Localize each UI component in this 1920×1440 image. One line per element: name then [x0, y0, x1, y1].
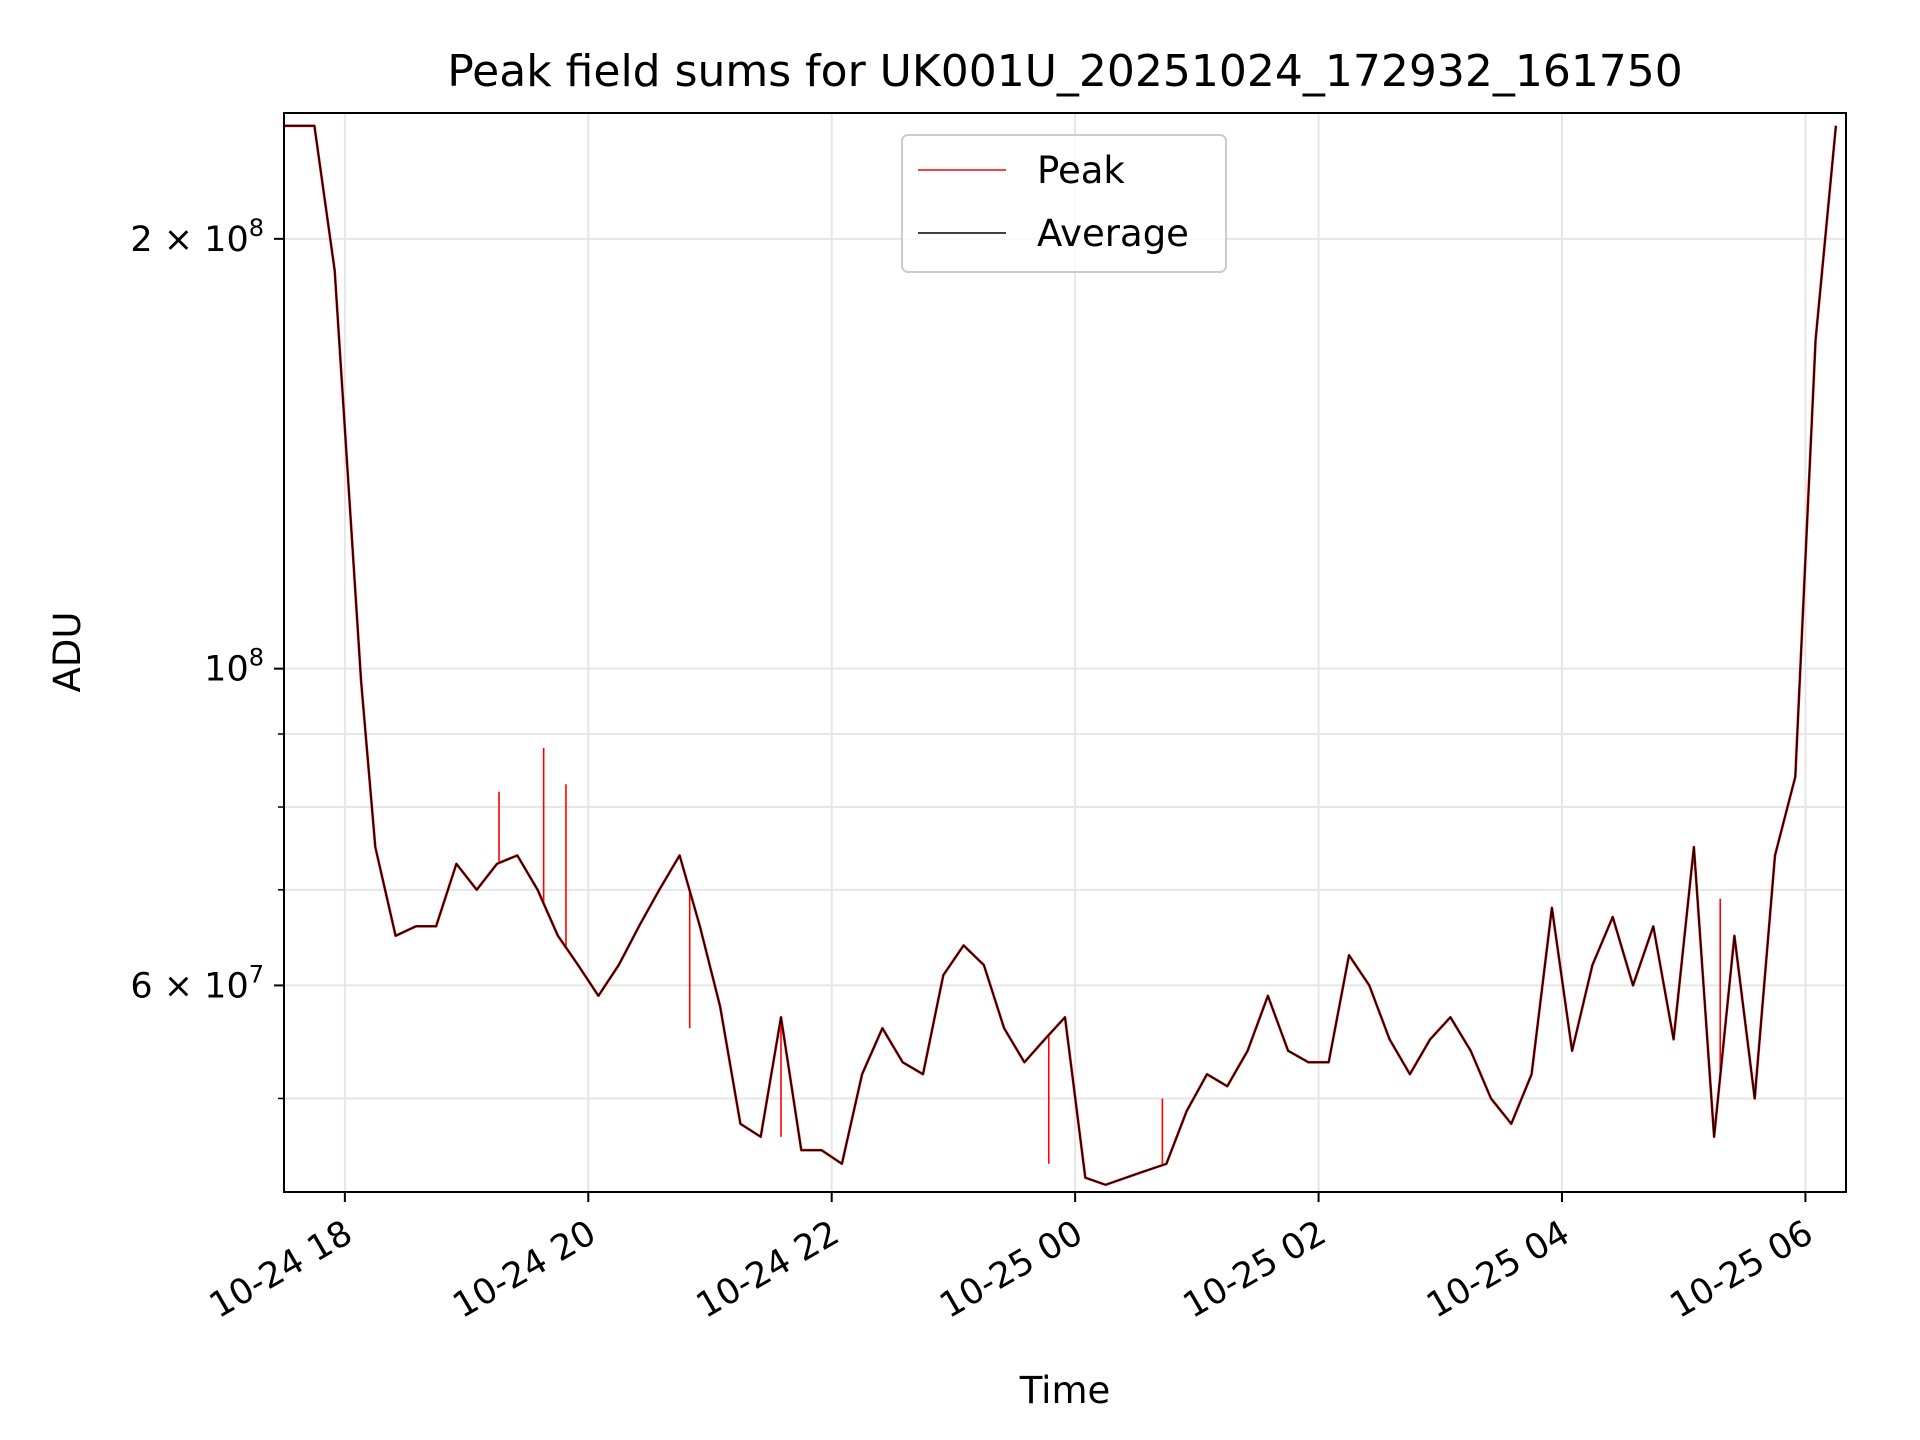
x-tick-label: 10-25 06 — [1664, 1213, 1820, 1326]
legend-label-peak: Peak — [1037, 149, 1125, 192]
x-axis-label: Time — [1019, 1369, 1111, 1412]
y-tick-label: 108 — [204, 644, 264, 690]
y-tick-label: 2 × 108 — [130, 214, 264, 260]
legend: Peak Average — [901, 134, 1227, 273]
series-peak-line — [284, 124, 1838, 1187]
legend-label-average: Average — [1037, 212, 1189, 255]
x-tick-label: 10-25 02 — [1177, 1213, 1333, 1326]
x-tick-label: 10-24 20 — [446, 1213, 602, 1326]
x-tick-label: 10-25 04 — [1420, 1213, 1576, 1326]
x-tick-label: 10-25 00 — [933, 1213, 1089, 1326]
grid — [284, 113, 1846, 1192]
y-tick-label: 6 × 107 — [130, 960, 264, 1006]
x-axis: 10-24 18 10-24 20 10-24 22 10-25 00 10-25 02… — [203, 1192, 1820, 1326]
x-tick-label: 10-24 18 — [203, 1213, 359, 1326]
y-axis: 6 × 107 108 2 × 108 — [130, 214, 284, 1100]
chart-title: Peak field sums for UK001U_20251024_1729… — [447, 46, 1683, 97]
series-layer — [284, 124, 1838, 1187]
series-average-line — [284, 125, 1837, 1186]
y-axis-label: ADU — [46, 612, 89, 693]
x-tick-label: 10-24 22 — [690, 1213, 846, 1326]
plot-frame — [283, 112, 1847, 1193]
